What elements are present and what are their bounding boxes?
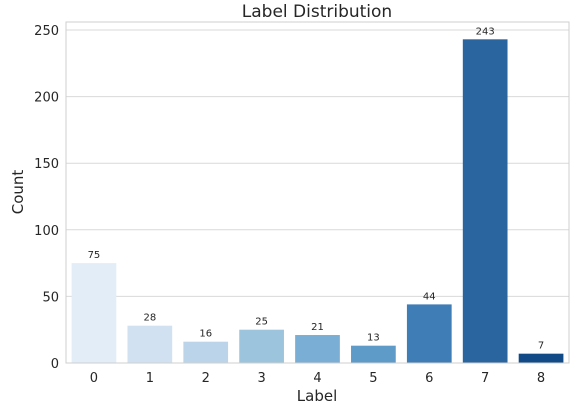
data-label-4: 21	[311, 322, 324, 333]
x-tick-label: 0	[90, 371, 98, 386]
data-label-8: 7	[538, 341, 544, 352]
bar-label-4	[295, 335, 340, 363]
bar-label-2	[183, 341, 229, 363]
x-tick-label: 5	[369, 371, 377, 386]
y-tick-label: 100	[34, 224, 59, 239]
x-tick-label: 8	[537, 371, 545, 386]
data-label-5: 13	[367, 333, 380, 344]
y-tick-label: 0	[51, 357, 59, 372]
chart-title: Label Distribution	[242, 2, 392, 22]
y-axis-label: Count	[9, 170, 27, 215]
y-tick-label: 50	[42, 290, 59, 305]
bar-label-5	[351, 345, 396, 363]
data-labels: 75 28 16 25 21 13 44 243 7	[88, 26, 545, 351]
data-label-1: 28	[143, 313, 156, 324]
y-tick-labels: 0 50 100 150 200 250	[34, 24, 59, 372]
x-tick-label: 2	[202, 371, 210, 386]
data-label-3: 25	[255, 317, 268, 328]
x-tick-label: 6	[425, 371, 433, 386]
bar-label-0	[71, 263, 117, 363]
data-label-2: 16	[199, 329, 212, 340]
bar-label-3	[239, 329, 284, 363]
x-axis-label: Label	[297, 387, 337, 405]
x-tick-labels: 0 1 2 3 4 5 6 7 8	[90, 371, 545, 386]
data-label-0: 75	[88, 250, 101, 261]
y-tick-label: 200	[34, 91, 59, 106]
data-label-6: 44	[423, 291, 436, 302]
x-tick-label: 4	[313, 371, 321, 386]
bar-series	[71, 39, 564, 363]
y-tick-label: 150	[34, 157, 59, 172]
y-tick-label: 250	[34, 24, 59, 39]
plot-frame	[65, 21, 570, 364]
bar-label-1	[127, 325, 173, 363]
bar-label-8	[518, 353, 564, 363]
x-tick-label: 7	[481, 371, 489, 386]
x-tick-label: 3	[257, 371, 265, 386]
data-label-7: 243	[476, 26, 495, 37]
bar-label-7	[462, 39, 508, 363]
x-tick-label: 1	[146, 371, 154, 386]
bar-label-6	[406, 304, 452, 363]
